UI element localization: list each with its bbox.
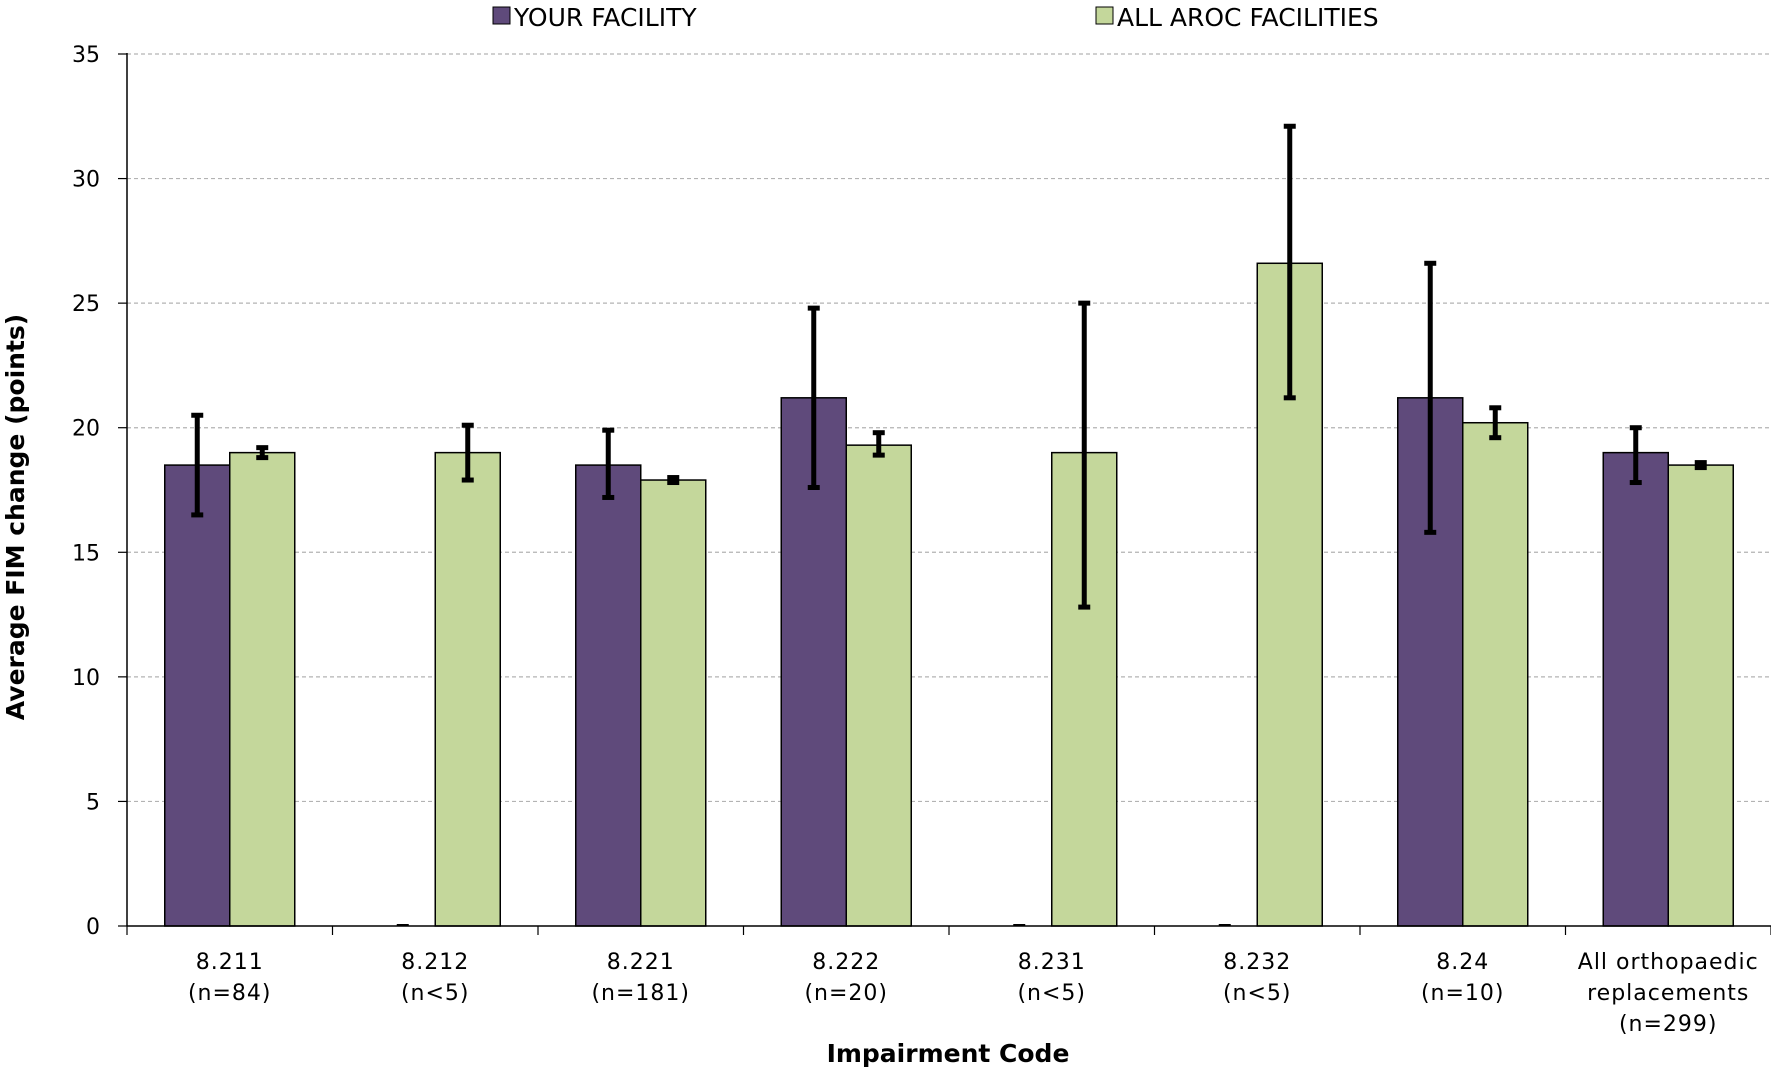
y-tick-label: 35: [72, 43, 100, 68]
y-tick-labels: 0 5 10 15 20 25 30 35: [72, 43, 100, 940]
error-bar: [1078, 300, 1091, 610]
error-bar: [256, 445, 269, 461]
x-category-label: All orthopaedic replacements (n=299): [1578, 950, 1759, 1037]
error-bar: [1283, 123, 1296, 401]
error-bar: [872, 430, 885, 458]
error-bar: [667, 475, 680, 486]
bar-all-aroc: [845, 444, 912, 927]
x-category-labels: 8.211 (n=84) 8.212 (n<5) 8.221 (n=181) 8.222 (n…: [188, 950, 1759, 1037]
bars: [164, 262, 1734, 927]
x-category-label: 8.222 (n=20): [804, 950, 888, 1006]
gridlines: [118, 53, 1771, 927]
y-axis-title: Average FIM change (points): [1, 314, 30, 720]
error-bar: [191, 412, 204, 518]
y-tick-label: 10: [72, 666, 100, 691]
legend-swatch-your-facility: [492, 6, 511, 25]
x-category-label: 8.24 (n=10): [1421, 950, 1505, 1006]
x-category-label: 8.212 (n<5): [401, 950, 470, 1006]
x-category-label: 8.221 (n=181): [591, 950, 690, 1006]
bar-your-facility: [575, 464, 642, 927]
bar-all-aroc: [1462, 421, 1529, 927]
y-tick-label: 20: [72, 417, 100, 442]
x-category-label: 8.211 (n=84): [188, 950, 272, 1006]
bar-all-aroc: [1667, 464, 1734, 927]
x-category-label: 8.232 (n<5): [1223, 950, 1292, 1006]
legend-swatch-all-aroc: [1095, 6, 1114, 25]
legend-label-your-facility: YOUR FACILITY: [513, 3, 697, 32]
error-bar: [1424, 260, 1437, 535]
legend-label-all-aroc: ALL AROC FACILITIES: [1117, 3, 1379, 32]
y-tick-label: 25: [72, 292, 100, 317]
y-tick-label: 30: [72, 168, 100, 193]
legend: YOUR FACILITY ALL AROC FACILITIES: [492, 3, 1379, 32]
x-axis-title: Impairment Code: [827, 1039, 1070, 1067]
error-bar: [1489, 405, 1502, 441]
y-tick-label: 15: [72, 541, 100, 566]
error-bar: [1694, 460, 1707, 471]
error-bar: [1629, 425, 1642, 486]
bar-your-facility: [1602, 451, 1669, 927]
bar-all-aroc: [640, 479, 707, 927]
error-bar: [807, 305, 820, 491]
bar-all-aroc: [229, 451, 296, 927]
error-bar: [602, 427, 615, 500]
bar-all-aroc: [434, 451, 501, 927]
error-bars: [191, 123, 1707, 610]
y-tick-label: 5: [86, 790, 100, 815]
x-category-label: 8.231 (n<5): [1017, 950, 1086, 1006]
error-bar: [461, 422, 474, 483]
y-tick-label: 0: [86, 915, 100, 940]
axes: [126, 53, 1771, 935]
bar-your-facility: [164, 464, 231, 927]
